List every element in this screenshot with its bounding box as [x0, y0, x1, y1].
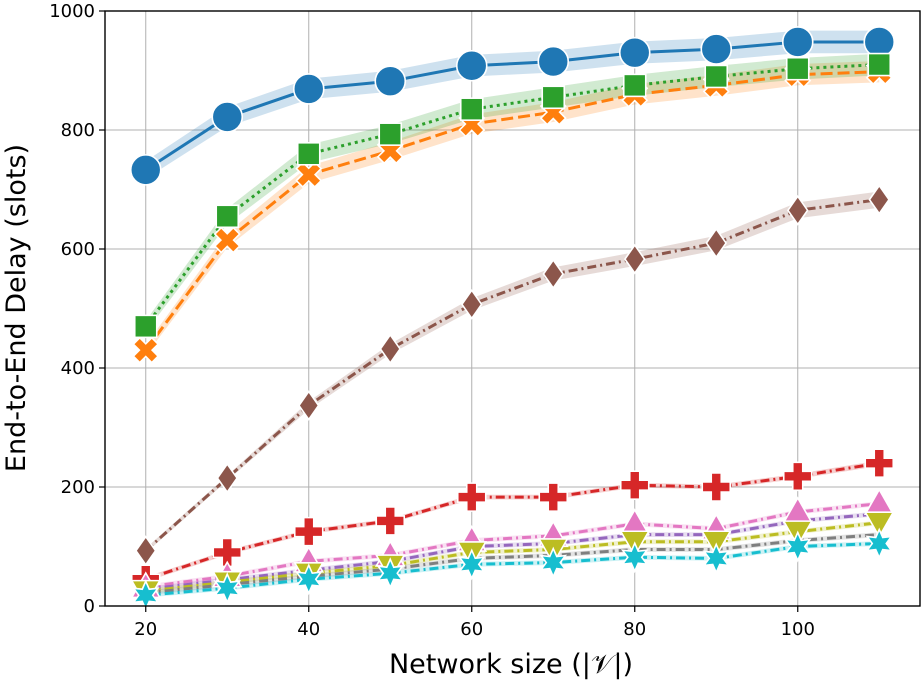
data-point — [297, 390, 320, 421]
y-tick-label: 200 — [61, 477, 95, 498]
y-ticks: 0 200 400 600 800 1000 — [49, 1, 105, 617]
x-tick-label: 20 — [134, 619, 157, 640]
y-axis-label: End-to-End Delay (slots) — [1, 144, 32, 472]
series-line — [145, 533, 880, 595]
data-point — [129, 154, 162, 186]
data-point — [293, 516, 324, 547]
data-point — [704, 64, 729, 89]
data-point — [623, 243, 646, 275]
data-point — [786, 194, 809, 226]
confidence-band — [145, 61, 880, 356]
data-point — [785, 56, 810, 81]
data-point — [376, 557, 405, 590]
x-tick-label: 100 — [781, 619, 815, 640]
x-ticks: 20 40 60 80 100 — [134, 606, 815, 640]
data-point — [379, 333, 402, 365]
data-point — [292, 73, 325, 105]
x-axis-label: Network size (|𝒱|) — [389, 649, 633, 680]
series-markers — [129, 26, 896, 612]
data-point — [538, 482, 569, 512]
data-point — [378, 122, 403, 146]
data-point — [702, 542, 731, 575]
y-tick-label: 400 — [61, 358, 95, 379]
data-point — [865, 527, 894, 560]
x-tick-label: 60 — [460, 619, 483, 640]
data-point — [215, 204, 240, 229]
data-point — [213, 572, 242, 605]
data-point — [619, 470, 650, 501]
data-point — [700, 33, 733, 65]
data-point — [133, 314, 158, 339]
data-point — [781, 26, 814, 58]
data-point — [622, 73, 647, 98]
data-point — [296, 142, 321, 166]
data-point — [867, 52, 892, 77]
data-point — [701, 472, 732, 502]
data-point — [863, 26, 896, 58]
data-point — [216, 462, 239, 494]
confidence-bands — [145, 30, 880, 598]
data-point — [460, 288, 483, 320]
data-point — [620, 541, 649, 574]
data-point — [542, 258, 565, 290]
data-point — [864, 448, 895, 479]
data-point — [618, 36, 651, 69]
data-point — [541, 85, 566, 110]
y-tick-label: 800 — [61, 120, 95, 141]
series-line — [145, 542, 880, 597]
y-tick-label: 600 — [61, 239, 95, 260]
series-line — [144, 70, 880, 352]
data-point — [539, 546, 568, 579]
y-tick-label: 1000 — [49, 1, 95, 22]
series-lines — [144, 40, 880, 597]
x-tick-label: 40 — [297, 619, 320, 640]
data-point — [537, 45, 570, 78]
data-point — [705, 227, 728, 259]
confidence-band — [145, 53, 880, 332]
data-point — [863, 488, 895, 515]
data-point — [459, 97, 484, 121]
series-line — [145, 521, 880, 593]
data-point — [456, 482, 487, 512]
data-point — [375, 506, 406, 536]
y-tick-label: 0 — [84, 596, 95, 617]
x-tick-label: 80 — [623, 619, 646, 640]
data-point — [868, 184, 891, 216]
series-line — [145, 502, 880, 589]
data-point — [455, 49, 488, 82]
data-point — [782, 461, 813, 492]
series-line — [145, 512, 880, 591]
data-point — [863, 511, 895, 539]
data-point — [294, 563, 323, 596]
series-line — [144, 63, 880, 328]
series-line — [144, 40, 880, 172]
plot-frame — [104, 10, 921, 607]
data-point — [212, 537, 243, 568]
data-point — [134, 535, 157, 567]
series-line — [145, 461, 880, 581]
data-point — [457, 548, 486, 581]
data-point — [783, 530, 812, 563]
data-point — [374, 65, 407, 98]
data-point — [211, 101, 244, 133]
series-line — [144, 198, 880, 552]
